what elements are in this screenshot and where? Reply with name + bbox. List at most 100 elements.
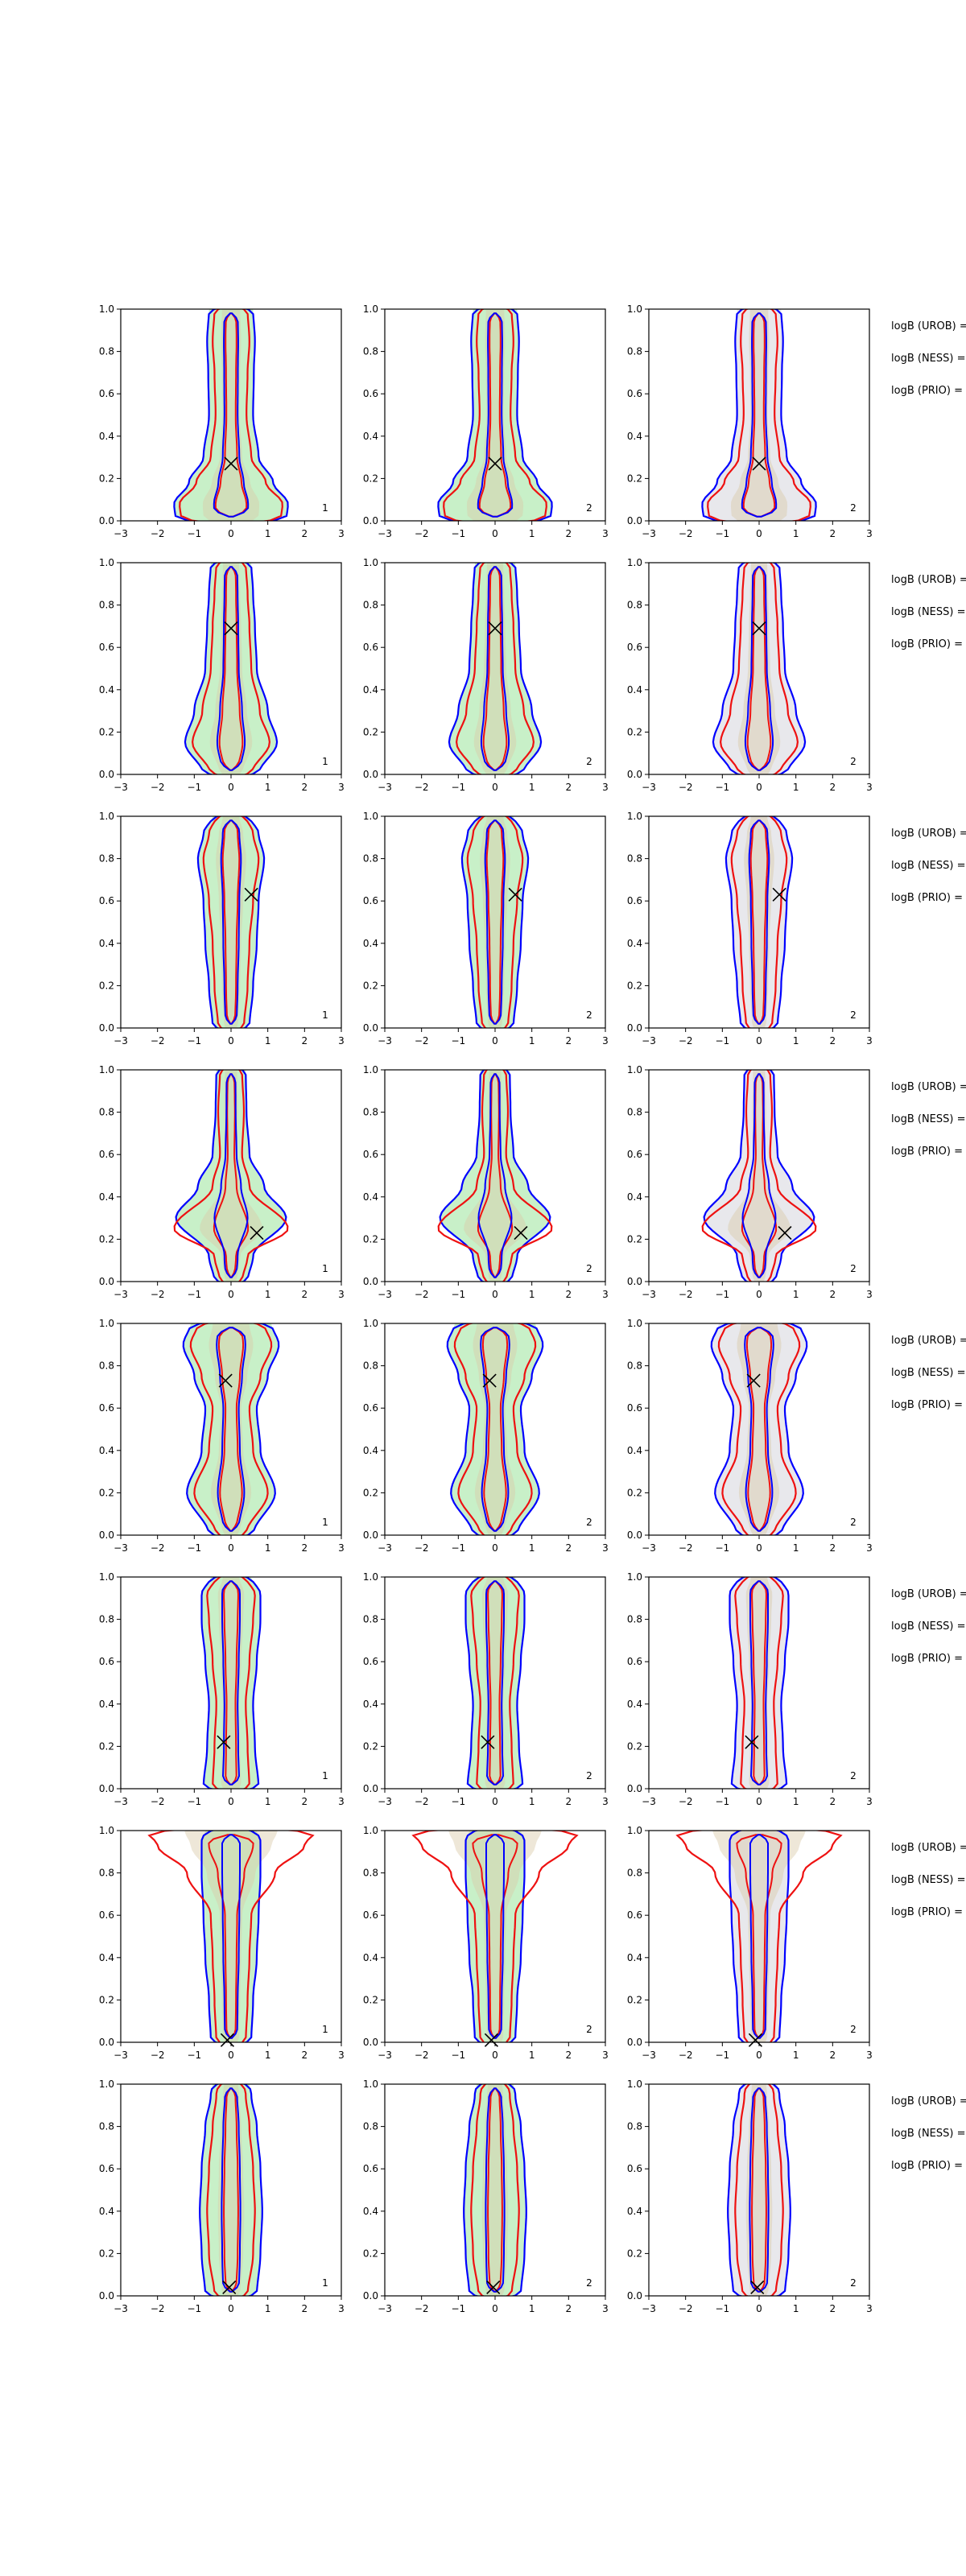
y-tick-label: 0.4 bbox=[363, 938, 378, 949]
inner-contour-line bbox=[437, 1070, 553, 1282]
x-tick-label: 3 bbox=[866, 782, 873, 793]
x-tick-label: −1 bbox=[451, 528, 465, 539]
x-tick-label: −2 bbox=[679, 2050, 693, 2061]
y-tick-label: 0.0 bbox=[627, 1276, 642, 1287]
data-marker bbox=[488, 456, 502, 471]
x-tick-label: −2 bbox=[151, 1289, 165, 1300]
x-tick-label: −1 bbox=[187, 1035, 201, 1046]
panel-tag: 1 bbox=[322, 1009, 328, 1021]
x-tick-label: 0 bbox=[228, 528, 234, 539]
y-tick-label: 0.8 bbox=[99, 1614, 114, 1625]
y-tick-label: 0.6 bbox=[99, 1149, 114, 1160]
panel-tag: 2 bbox=[586, 1263, 592, 1274]
x-tick-label: 2 bbox=[566, 1289, 572, 1300]
y-tick-label: 0.8 bbox=[363, 853, 378, 865]
panel-tag: 1 bbox=[322, 1517, 328, 1528]
plot-area bbox=[173, 309, 289, 521]
outer-core-contour-line bbox=[749, 1834, 769, 2039]
y-tick-label: 1.0 bbox=[99, 1825, 114, 1836]
y-tick-label: 0.8 bbox=[363, 600, 378, 611]
panel-tag: 2 bbox=[850, 2024, 857, 2035]
panel-tag: 1 bbox=[322, 2277, 328, 2289]
outer-core-contour-line bbox=[480, 1327, 510, 1532]
data-marker bbox=[224, 621, 238, 636]
y-tick-label: 1.0 bbox=[99, 1571, 114, 1583]
density-core-fill bbox=[464, 1070, 526, 1282]
density-core-fill bbox=[466, 309, 524, 521]
y-tick-label: 0.4 bbox=[99, 431, 114, 442]
data-marker bbox=[218, 1373, 233, 1388]
inner-contour-line bbox=[202, 816, 260, 1028]
x-tick-label: 2 bbox=[302, 2303, 308, 2314]
x-tick-label: 3 bbox=[338, 1035, 345, 1046]
y-tick-label: 0.2 bbox=[627, 2248, 642, 2259]
x-tick-label: 3 bbox=[338, 1542, 345, 1554]
inner-contour-line bbox=[147, 1831, 315, 2042]
y-tick-label: 0.2 bbox=[627, 1487, 642, 1498]
density-fill bbox=[438, 309, 552, 521]
x-tick-label: −3 bbox=[378, 2303, 392, 2314]
x-tick-label: 1 bbox=[529, 1035, 535, 1046]
outer-contour-line bbox=[727, 2084, 791, 2296]
x-tick-label: −1 bbox=[187, 1542, 201, 1554]
x-tick-label: −3 bbox=[114, 2050, 128, 2061]
inner-contour-line bbox=[717, 1323, 801, 1535]
x-tick-label: −1 bbox=[187, 1289, 201, 1300]
x-tick-label: 2 bbox=[566, 2050, 572, 2061]
y-tick-label: 0.4 bbox=[99, 1445, 114, 1456]
y-tick-label: 0.6 bbox=[99, 1656, 114, 1667]
data-marker bbox=[514, 1225, 528, 1241]
density-fill bbox=[702, 309, 816, 521]
x-tick-label: 0 bbox=[756, 528, 762, 539]
y-tick-label: 0.2 bbox=[363, 473, 378, 484]
y-tick-label: 0.4 bbox=[99, 1952, 114, 1963]
x-tick-label: 1 bbox=[793, 1542, 799, 1554]
plot-area bbox=[184, 563, 279, 774]
outer-contour-line bbox=[712, 563, 807, 774]
y-tick-label: 1.0 bbox=[99, 557, 114, 568]
y-tick-label: 0.2 bbox=[363, 1487, 378, 1498]
plot-area bbox=[701, 309, 817, 521]
y-tick-label: 0.6 bbox=[363, 1149, 378, 1160]
y-tick-label: 0.4 bbox=[99, 1191, 114, 1203]
y-tick-label: 0.6 bbox=[363, 2163, 378, 2174]
y-tick-label: 1.0 bbox=[99, 2079, 114, 2090]
x-tick-label: 3 bbox=[338, 782, 345, 793]
outer-contour-line bbox=[173, 309, 289, 521]
outer-contour-line bbox=[200, 1831, 262, 2042]
plot-area bbox=[448, 563, 543, 774]
y-tick-label: 0.0 bbox=[99, 1022, 114, 1034]
data-marker bbox=[482, 1373, 497, 1388]
x-tick-label: −3 bbox=[114, 528, 128, 539]
x-tick-label: 3 bbox=[338, 528, 345, 539]
side-label: logB (PRIO) = bbox=[891, 2160, 963, 2172]
plot-area bbox=[147, 1831, 315, 2042]
x-tick-label: 1 bbox=[793, 1035, 799, 1046]
panel-tag: 2 bbox=[850, 1263, 857, 1274]
x-tick-label: 1 bbox=[529, 2303, 535, 2314]
x-tick-label: −2 bbox=[679, 1035, 693, 1046]
x-tick-label: −2 bbox=[151, 1542, 165, 1554]
density-fill bbox=[174, 309, 288, 521]
x-tick-label: −2 bbox=[679, 1542, 693, 1554]
plot-area bbox=[446, 1323, 544, 1535]
x-tick-label: 1 bbox=[529, 1796, 535, 1807]
x-tick-label: 1 bbox=[793, 1796, 799, 1807]
y-tick-label: 0.2 bbox=[363, 980, 378, 991]
outer-contour-line bbox=[439, 1070, 551, 1282]
inner-contour-line bbox=[730, 816, 788, 1028]
x-tick-label: −1 bbox=[715, 2303, 729, 2314]
y-tick-label: 1.0 bbox=[99, 1064, 114, 1075]
side-label: logB (UROB) = bbox=[891, 1081, 966, 1093]
x-tick-label: −3 bbox=[114, 1796, 128, 1807]
outer-core-contour-line bbox=[221, 1580, 241, 1785]
panel-tag: 2 bbox=[850, 1770, 857, 1781]
x-tick-label: 0 bbox=[492, 1035, 498, 1046]
x-tick-label: 0 bbox=[492, 528, 498, 539]
x-tick-label: 2 bbox=[302, 2050, 308, 2061]
x-tick-label: −3 bbox=[378, 1289, 392, 1300]
y-tick-label: 0.8 bbox=[363, 1868, 378, 1879]
side-label: logB (UROB) = bbox=[891, 2095, 966, 2107]
data-marker bbox=[745, 1735, 759, 1749]
y-tick-label: 0.8 bbox=[99, 2121, 114, 2132]
